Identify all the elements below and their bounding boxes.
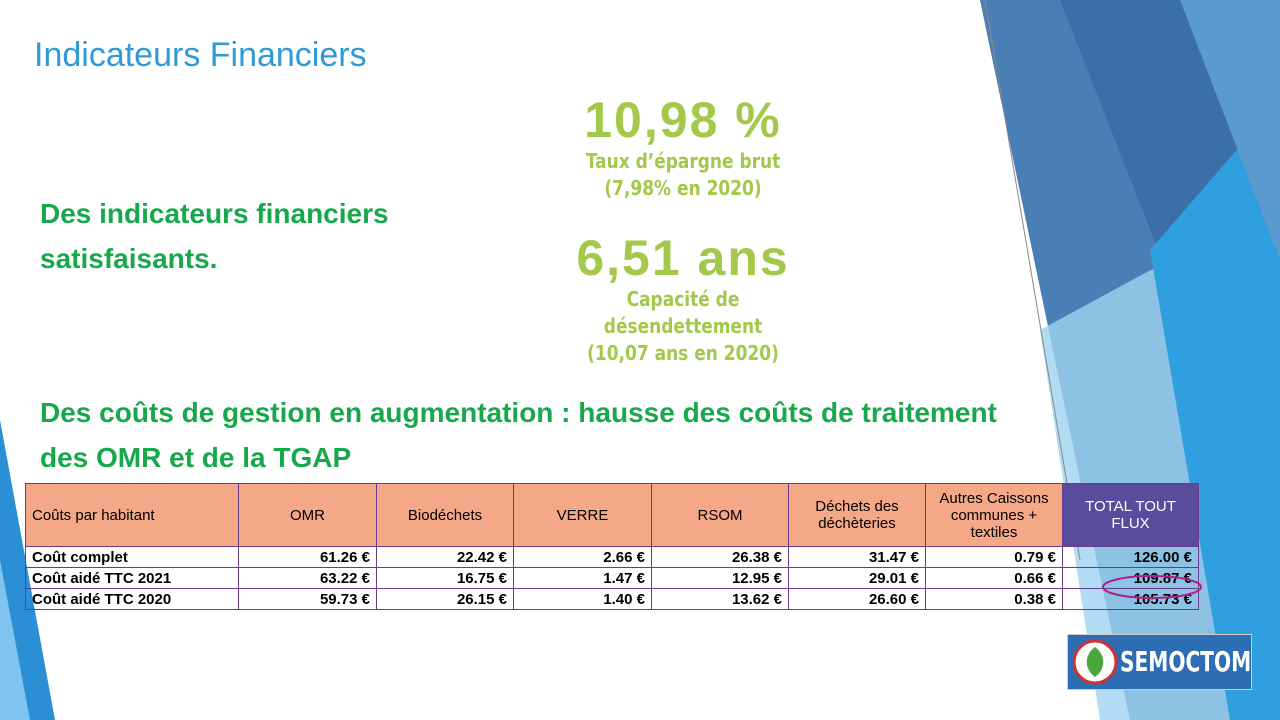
line [984,0,1081,561]
table-cell: 22.42 € [376,546,514,568]
table-cell: 2.66 € [513,546,652,568]
stat-value: 6,51 ans [576,230,790,286]
table-cell: 105.73 € [1062,588,1199,610]
header-cell: Coûts par habitant [25,483,239,547]
table-cell: Coût aidé TTC 2021 [25,567,239,589]
table-cell: 126.00 € [1062,546,1199,568]
table-cell: 63.22 € [238,567,377,589]
table-cell: 13.62 € [651,588,789,610]
table-row: Coût complet 61.26 €22.42 €2.66 €26.38 €3… [25,546,1199,568]
cost-table: Coûts par habitant OMR Biodéchets VERRE RSOM… [25,483,1199,610]
logo-icon [1072,639,1118,685]
logo-text: SEMOCTOM [1120,645,1252,678]
header-cell: Biodéchets [376,483,514,547]
shape [0,560,30,720]
title: Indicateurs Financiers [34,36,367,74]
table-row: Coût aidé TTC 2021 63.22 €16.75 €1.47 €12… [25,567,1199,589]
stat: 10,98 % Taux d’épargne brut (7,98% en 20… [540,92,826,202]
stat-label: Taux d’épargne brut [585,149,781,173]
header-cell: Déchets des déchèteries [788,483,926,547]
table-cell: 61.26 € [238,546,377,568]
table-cell: 26.15 € [376,588,514,610]
header-cell: TOTAL TOUT FLUX [1062,483,1199,547]
table-row: Coût aidé TTC 2020 59.73 €26.15 €1.40 €13… [25,588,1199,610]
bullet: Des coûts de gestion en augmentation : h… [40,397,997,473]
header-row: Coûts par habitant OMR Biodéchets VERRE RSOM… [25,483,1199,547]
highlight-ellipse [1102,575,1202,599]
header-cell: RSOM [651,483,789,547]
logo: SEMOCTOM [1067,634,1252,690]
table-cell: 12.95 € [651,567,789,589]
stat-label: Capacité de désendettement [603,287,763,338]
ellipse [1102,575,1202,599]
table-cell: 26.38 € [651,546,789,568]
header-cell: VERRE [513,483,652,547]
table-cell: 26.60 € [788,588,926,610]
stat-value: 10,98 % [584,92,782,148]
table-cell: Coût aidé TTC 2020 [25,588,239,610]
table-cell: 31.47 € [788,546,926,568]
logo-leaf [1086,647,1104,677]
shape [1180,0,1280,260]
stat-note: (7,98% en 2020) [604,176,762,200]
table-cell: 29.01 € [788,567,926,589]
header-cell: Autres Caissons communes + textiles [925,483,1063,547]
stat-note: (10,07 ans en 2020) [587,341,779,365]
bullet: Des indicateurs financiers satisfaisants… [40,198,389,274]
shape [1150,100,1280,720]
table-cell: 0.79 € [925,546,1063,568]
stat: 6,51 ans Capacité de désendettement (10,… [540,230,826,367]
header-cell: OMR [238,483,377,547]
table-cell: 59.73 € [238,588,377,610]
table-cell: 1.47 € [513,567,652,589]
table-cell: 0.66 € [925,567,1063,589]
table-cell: 1.40 € [513,588,652,610]
table-cell: 0.38 € [925,588,1063,610]
table-cell: 16.75 € [376,567,514,589]
table-cell: Coût complet [25,546,239,568]
